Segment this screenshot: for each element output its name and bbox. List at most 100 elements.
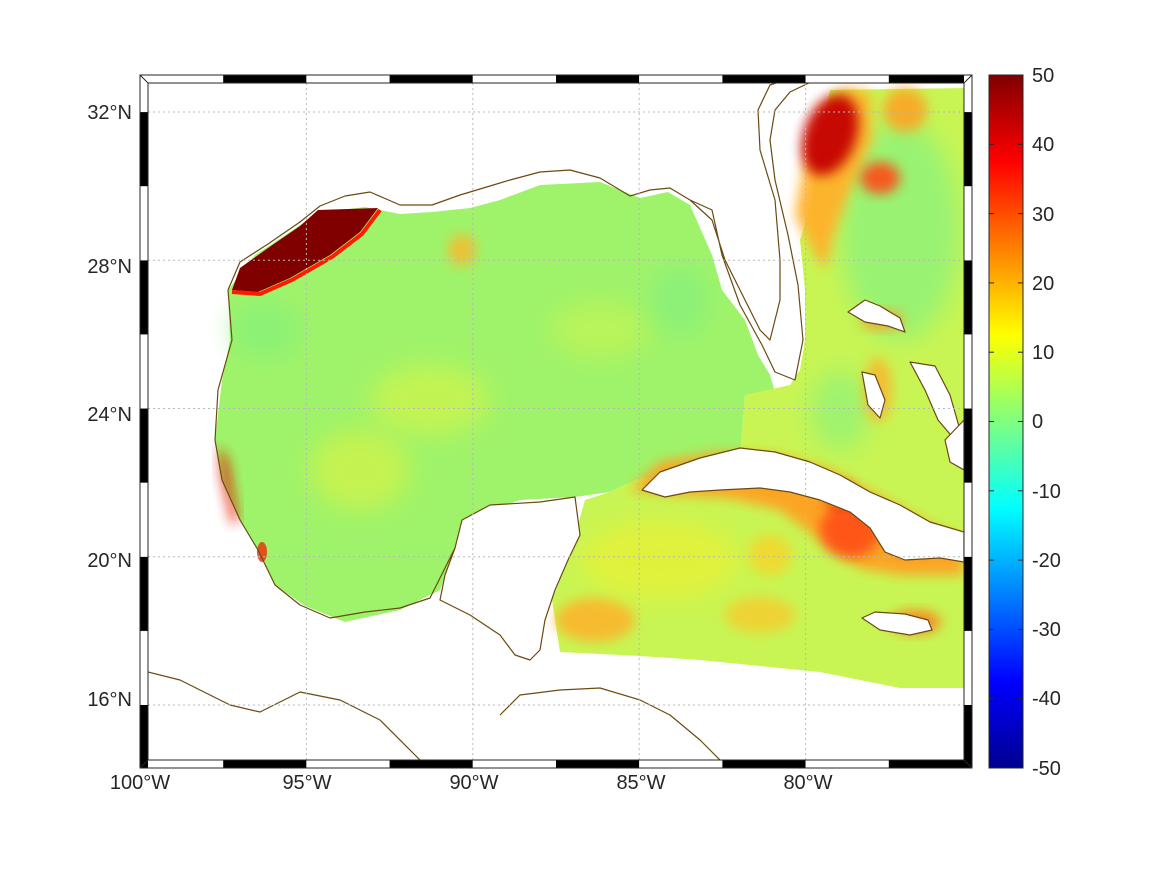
frame-segment-right	[964, 260, 972, 335]
map-frame	[139, 74, 973, 769]
florida-peninsula	[689, 83, 811, 381]
atlantic-cool-patch	[810, 370, 870, 450]
lon-axis-labels: 100°W 95°W 90°W 85°W 80°W	[110, 772, 833, 794]
lon-tick-label: 100°W	[110, 772, 170, 794]
colorbar-tick-label: 10	[1032, 342, 1054, 364]
frame-segment-right	[964, 112, 972, 187]
frame-segment-left	[140, 705, 148, 768]
colorbar-tick-label: -20	[1032, 550, 1061, 572]
colorbar-tick-label: 20	[1032, 273, 1054, 295]
lat-tick-label: 16°N	[87, 689, 132, 711]
frame-segment-bottom	[223, 760, 307, 768]
frame-segment-bottom	[556, 760, 640, 768]
frame-corner	[139, 759, 149, 769]
frame-segment-left	[140, 482, 148, 557]
lat-tick-label: 28°N	[87, 256, 132, 278]
frame-segment-bottom	[722, 760, 806, 768]
colorbar-ticks	[989, 74, 1023, 769]
frame-segment-top	[888, 75, 972, 83]
mexico-gulf-coast	[214, 289, 456, 619]
frame-segment-right	[964, 334, 972, 409]
frame-segment-top	[639, 75, 723, 83]
frame-corner	[963, 74, 973, 84]
gulf-warm-patch	[370, 365, 490, 435]
frame-segment-left	[140, 334, 148, 409]
frame-segment-bottom	[389, 760, 473, 768]
frame-segment-left	[140, 260, 148, 335]
colorbar-gradient	[988, 74, 1024, 769]
frame-segment-right	[964, 186, 972, 261]
frame-segment-top	[722, 75, 806, 83]
frame-segment-top	[389, 75, 473, 83]
central-america-coast	[148, 671, 421, 760]
cuba-island	[641, 447, 964, 563]
gulf-stream-eddy	[860, 162, 900, 194]
colorbar-tick-label: -40	[1032, 688, 1061, 710]
frame-segment-bottom	[306, 760, 390, 768]
frame-segment-left	[140, 630, 148, 705]
colorbar-tick-label: -10	[1032, 481, 1061, 503]
lat-axis-labels: 32°N 28°N 24°N 20°N 16°N	[87, 102, 132, 711]
frame-segment-right	[964, 75, 972, 113]
colorbar-tick-label: -50	[1032, 758, 1061, 780]
bahamas-island	[847, 299, 906, 333]
caribbean-warm-patch	[555, 598, 635, 642]
gulf-basin	[215, 182, 775, 622]
frame-corner	[963, 759, 973, 769]
graticule	[148, 83, 964, 760]
gulf-cool-patch	[650, 265, 710, 335]
caribbean-warm-patch	[725, 597, 795, 633]
frame-corner	[139, 74, 149, 84]
frame-segment-top	[140, 75, 224, 83]
frame-segment-top	[472, 75, 556, 83]
frame-outline	[139, 74, 973, 769]
caribbean-warm-patch	[748, 535, 792, 575]
frame-segment-left	[140, 408, 148, 483]
colorbar-tick-label: 40	[1032, 134, 1054, 156]
lon-tick-label: 80°W	[783, 772, 832, 794]
caribbean-warm-patch	[580, 520, 740, 600]
frame-segment-top	[223, 75, 307, 83]
frame-segment-left	[140, 75, 148, 113]
frame-segment-right	[964, 705, 972, 768]
colorbar-labels: 50 40 30 20 10 0 -10 -20 -30 -40 -50	[1032, 65, 1061, 780]
bahamas-island	[861, 371, 886, 419]
colorbar-tick-label: 0	[1032, 411, 1043, 433]
lat-tick-label: 32°N	[87, 102, 132, 124]
lon-tick-label: 85°W	[616, 772, 665, 794]
gulf-cool-patch	[230, 302, 300, 358]
yucatan-peninsula	[439, 496, 581, 661]
frame-segment-bottom	[805, 760, 889, 768]
colorbar: 50 40 30 20 10 0 -10 -20 -30 -40 -50	[988, 65, 1061, 780]
us-gulf-coast	[227, 169, 691, 291]
texas-coast-hotspot	[232, 208, 378, 292]
frame-segment-left	[140, 556, 148, 631]
frame-segment-bottom	[472, 760, 556, 768]
honduras-coast	[499, 687, 721, 760]
gulf-stream-eddy	[883, 88, 927, 132]
colorbar-tick-label: 50	[1032, 65, 1054, 87]
frame-segment-bottom	[639, 760, 723, 768]
hispaniola-edge	[944, 419, 964, 471]
texas-coast-fringe	[231, 208, 382, 297]
frame-segment-top	[805, 75, 889, 83]
frame-segment-bottom	[140, 760, 224, 768]
lon-tick-label: 95°W	[282, 772, 331, 794]
lon-tick-label: 90°W	[449, 772, 498, 794]
frame-segment-top	[556, 75, 640, 83]
frame-segment-right	[964, 630, 972, 705]
gulf-warm-patch	[550, 302, 650, 358]
frame-segment-right	[964, 556, 972, 631]
frame-segment-right	[964, 482, 972, 557]
frame-segment-right	[964, 408, 972, 483]
gulf-warm-patch	[310, 430, 410, 510]
lat-tick-label: 24°N	[87, 404, 132, 426]
frame-segment-left	[140, 186, 148, 261]
colorbar-tick-label: 30	[1032, 204, 1054, 226]
frame-segment-top	[306, 75, 390, 83]
data-field	[215, 88, 964, 688]
frame-segment-bottom	[888, 760, 972, 768]
jamaica-island	[861, 611, 933, 636]
frame-inner-outline	[147, 82, 965, 761]
